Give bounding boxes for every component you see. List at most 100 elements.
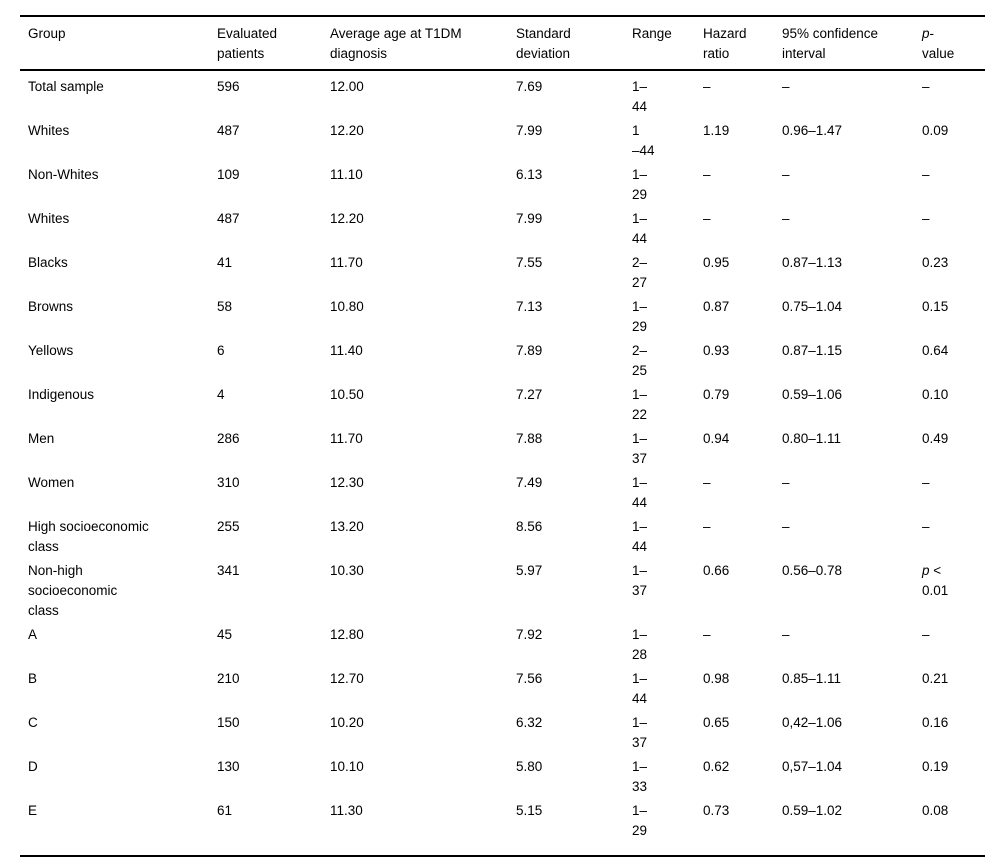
cell-range: 1– 44 bbox=[632, 519, 648, 554]
cell-ci: 0.87–1.15 bbox=[782, 343, 843, 358]
cell-avg_age: 11.30 bbox=[330, 803, 363, 818]
column-header-standard-deviation: Standard deviation bbox=[508, 16, 624, 71]
table-row: D 130 10.10 5.80 1– 33 0.62 0,57–1.04 0.19 bbox=[20, 753, 985, 797]
cell-sd: 7.55 bbox=[516, 255, 543, 270]
column-header-hazard-ratio: Hazard ratio bbox=[695, 16, 774, 71]
table-header-row: Group Evaluated patients Average age at … bbox=[20, 16, 985, 71]
cell-p: 0.49 bbox=[922, 431, 949, 446]
cell-p: – bbox=[922, 475, 930, 490]
cell-hr: 0.94 bbox=[703, 431, 730, 446]
cell-group: D bbox=[28, 759, 38, 774]
cell-group: Women bbox=[28, 475, 75, 490]
cell-group: Yellows bbox=[28, 343, 74, 358]
cell-range: 1– 44 bbox=[632, 211, 648, 246]
cell-sd: 7.69 bbox=[516, 79, 543, 94]
cell-p: 0.09 bbox=[922, 123, 949, 138]
cell-p: – bbox=[922, 627, 930, 642]
cell-group: Men bbox=[28, 431, 55, 446]
cell-ci: – bbox=[782, 519, 790, 534]
cell-sd: 7.92 bbox=[516, 627, 543, 642]
cell-patients: 109 bbox=[217, 167, 240, 182]
cell-group: Non-Whites bbox=[28, 167, 99, 182]
cell-range: 2– 25 bbox=[632, 343, 648, 378]
column-header-evaluated-patients: Evaluated patients bbox=[209, 16, 322, 71]
column-header-average-age: Average age at T1DM diagnosis bbox=[322, 16, 508, 71]
table-row: Total sample 596 12.00 7.69 1– 44 – – – bbox=[20, 70, 985, 117]
cell-group: Whites bbox=[28, 123, 70, 138]
cell-sd: 5.15 bbox=[516, 803, 543, 818]
cell-hr: 0.93 bbox=[703, 343, 730, 358]
cell-avg_age: 12.20 bbox=[330, 211, 364, 226]
cell-group: Total sample bbox=[28, 79, 104, 94]
cell-avg_age: 12.70 bbox=[330, 671, 364, 686]
cell-ci: – bbox=[782, 211, 790, 226]
cell-p: 0.64 bbox=[922, 343, 949, 358]
cell-p: 0.15 bbox=[922, 299, 949, 314]
cell-sd: 7.99 bbox=[516, 211, 543, 226]
table-row: Women 310 12.30 7.49 1– 44 – – – bbox=[20, 469, 985, 513]
column-header-confidence-interval: 95% confidence interval bbox=[774, 16, 914, 71]
cell-avg_age: 10.20 bbox=[330, 715, 364, 730]
column-header-p-value: p- value bbox=[914, 16, 985, 71]
cell-patients: 41 bbox=[217, 255, 233, 270]
cell-patients: 4 bbox=[217, 387, 225, 402]
cell-hr: 0.95 bbox=[703, 255, 730, 270]
cell-ci: 0.59–1.02 bbox=[782, 803, 843, 818]
table-row: E 61 11.30 5.15 1– 29 0.73 0.59–1.02 0.08 bbox=[20, 797, 985, 856]
cell-hr: 0.73 bbox=[703, 803, 730, 818]
cell-p: – bbox=[922, 519, 930, 534]
cell-patients: 596 bbox=[217, 79, 240, 94]
table-row: Yellows 6 11.40 7.89 2– 25 0.93 0.87–1.15 0.64 bbox=[20, 337, 985, 381]
p-value-label-rest: - value bbox=[922, 26, 955, 61]
cell-hr: – bbox=[703, 519, 711, 534]
p-value-italic-p: p bbox=[922, 26, 930, 41]
cell-range: 1– 29 bbox=[632, 299, 648, 334]
table-row: Non-high socioeconomic class 341 10.30 5.97… bbox=[20, 557, 985, 621]
cell-sd: 7.49 bbox=[516, 475, 543, 490]
cell-sd: 7.56 bbox=[516, 671, 543, 686]
cell-hr: – bbox=[703, 211, 711, 226]
cell-ci: 0.56–0.78 bbox=[782, 563, 843, 578]
cell-ci: 0.87–1.13 bbox=[782, 255, 843, 270]
cell-ci: – bbox=[782, 475, 790, 490]
cell-group: Indigenous bbox=[28, 387, 95, 402]
cell-hr: 1.19 bbox=[703, 123, 730, 138]
cell-range: 1– 44 bbox=[632, 79, 648, 114]
cell-avg_age: 10.50 bbox=[330, 387, 364, 402]
cell-range: 1– 33 bbox=[632, 759, 648, 794]
cell-range: 1– 44 bbox=[632, 671, 648, 706]
cell-patients: 6 bbox=[217, 343, 225, 358]
cell-avg_age: 12.30 bbox=[330, 475, 364, 490]
cell-group: High socioeconomic class bbox=[28, 519, 149, 554]
statistics-table: Group Evaluated patients Average age at … bbox=[20, 15, 985, 857]
cell-ci: 0.80–1.11 bbox=[782, 431, 842, 446]
cell-avg_age: 13.20 bbox=[330, 519, 364, 534]
cell-ci: – bbox=[782, 79, 790, 94]
cell-p: 0.19 bbox=[922, 759, 949, 774]
cell-patients: 210 bbox=[217, 671, 240, 686]
cell-ci: – bbox=[782, 167, 790, 182]
cell-sd: 8.56 bbox=[516, 519, 543, 534]
table-row: Whites 487 12.20 7.99 1– 44 – – – bbox=[20, 205, 985, 249]
cell-p: 0.16 bbox=[922, 715, 949, 730]
cell-patients: 61 bbox=[217, 803, 233, 818]
cell-avg_age: 11.70 bbox=[330, 255, 363, 270]
cell-patients: 45 bbox=[217, 627, 233, 642]
cell-sd: 6.13 bbox=[516, 167, 543, 182]
cell-range: 1– 37 bbox=[632, 431, 648, 466]
cell-p: 0.23 bbox=[922, 255, 949, 270]
cell-range: 2– 27 bbox=[632, 255, 648, 290]
cell-sd: 5.80 bbox=[516, 759, 543, 774]
table-row: Whites 487 12.20 7.99 1 –44 1.19 0.96–1.47 0.09 bbox=[20, 117, 985, 161]
cell-group: A bbox=[28, 627, 38, 642]
cell-range: 1– 29 bbox=[632, 167, 648, 202]
cell-range: 1– 29 bbox=[632, 803, 648, 838]
table-row: A 45 12.80 7.92 1– 28 – – – bbox=[20, 621, 985, 665]
cell-hr: 0.79 bbox=[703, 387, 730, 402]
cell-sd: 6.32 bbox=[516, 715, 543, 730]
cell-range: 1– 22 bbox=[632, 387, 648, 422]
cell-ci: 0.75–1.04 bbox=[782, 299, 843, 314]
cell-range: 1– 28 bbox=[632, 627, 648, 662]
cell-patients: 341 bbox=[217, 563, 240, 578]
cell-patients: 286 bbox=[217, 431, 240, 446]
